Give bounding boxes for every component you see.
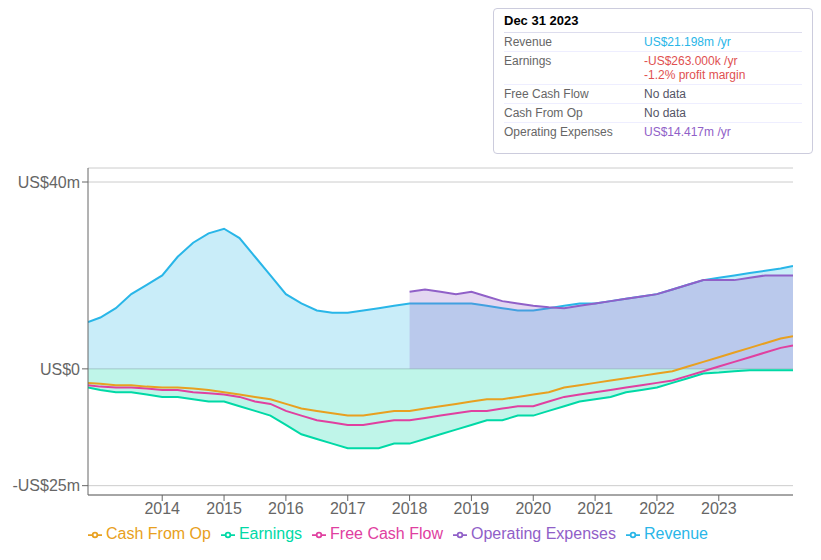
html-text:Cash From Op: Cash From Op (504, 106, 583, 120)
svg-text:2020: 2020 (515, 500, 551, 517)
html-text:Free Cash Flow: Free Cash Flow (504, 87, 589, 101)
svg-text:US$0: US$0 (40, 361, 80, 378)
svg-text:US$40m: US$40m (18, 174, 80, 191)
html-text:-1.2% profit margin: -1.2% profit margin (644, 68, 746, 82)
html-text:US$14.417m /yr: US$14.417m /yr (644, 125, 731, 139)
html-text:No data: No data (644, 87, 686, 101)
html-text:Revenue: Revenue (504, 35, 552, 49)
html-text:Dec 31 2023: Dec 31 2023 (504, 13, 579, 28)
html-text:Earnings: Earnings (238, 525, 303, 542)
html-text:Earnings: Earnings (504, 54, 552, 68)
html-text:Revenue: Revenue (644, 525, 708, 542)
svg-text:2016: 2016 (268, 500, 304, 517)
svg-text:2018: 2018 (392, 500, 428, 517)
html-text:Operating Expenses: Operating Expenses (504, 125, 613, 139)
html-text:Cash From Op: Cash From Op (106, 525, 211, 542)
svg-text:2021: 2021 (577, 500, 613, 517)
html-text:-US$263.000k /yr: -US$263.000k /yr (644, 54, 738, 68)
svg-text:2014: 2014 (144, 500, 180, 517)
html-text:US$21.198m /yr: US$21.198m /yr (644, 35, 731, 49)
html-text:No data: No data (644, 106, 686, 120)
svg-text:-US$25m: -US$25m (12, 477, 80, 494)
svg-text:2022: 2022 (639, 500, 675, 517)
svg-text:2019: 2019 (454, 500, 490, 517)
svg-text:2015: 2015 (206, 500, 242, 517)
html-text:Free Cash Flow: Free Cash Flow (330, 525, 443, 542)
html-text:Operating Expenses: Operating Expenses (471, 525, 616, 542)
svg-text:2017: 2017 (330, 500, 366, 517)
svg-text:2023: 2023 (701, 500, 737, 517)
